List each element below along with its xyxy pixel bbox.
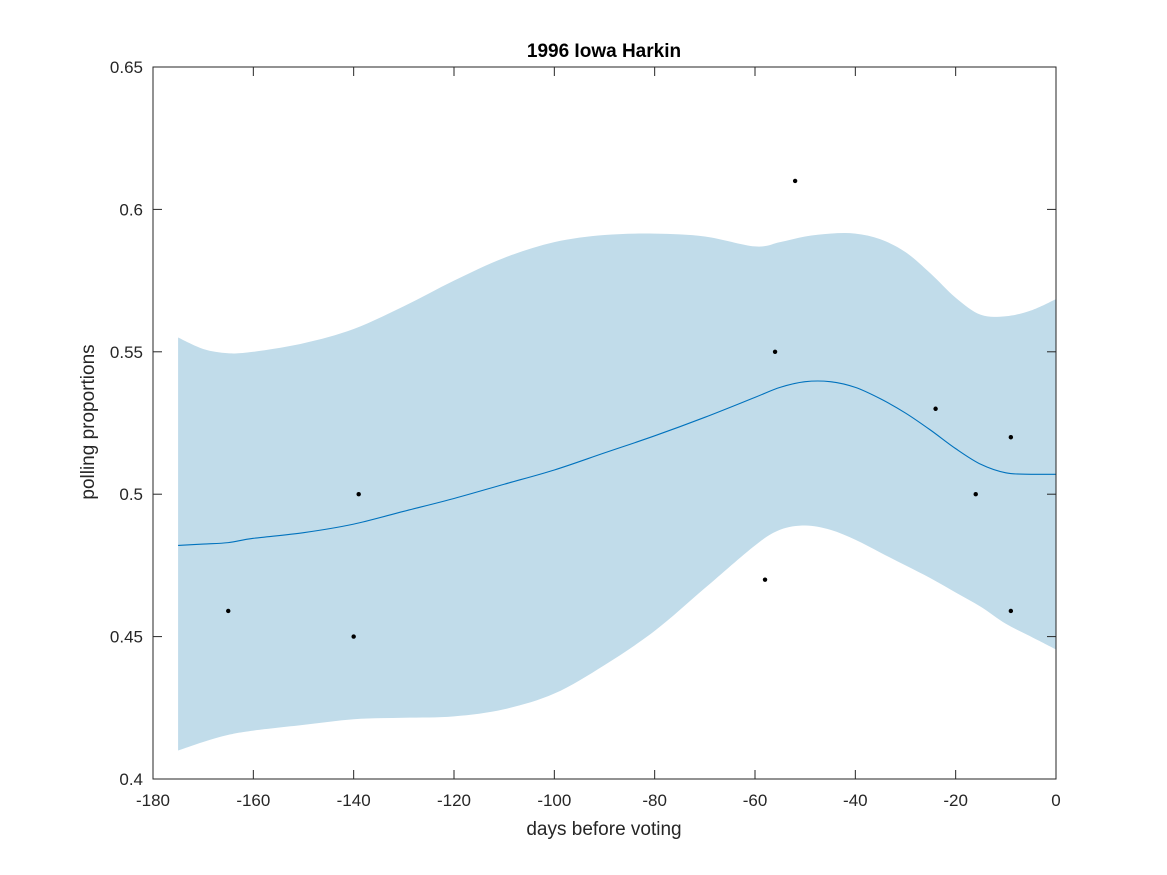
x-tick-label: -100: [537, 791, 571, 810]
x-tick-label: -160: [236, 791, 270, 810]
y-axis-label: polling proportions: [78, 344, 99, 499]
x-tick-label: -20: [943, 791, 968, 810]
trend-line: [178, 380, 1057, 547]
y-tick-label: 0.55: [110, 343, 143, 362]
data-point: [351, 634, 356, 639]
data-point: [1008, 608, 1014, 614]
x-tick-label: -80: [642, 791, 667, 810]
x-tick-label: 0: [1051, 791, 1060, 810]
trend-line-layer: [178, 380, 1057, 547]
y-tick-label: 0.6: [119, 200, 143, 219]
data-point: [1008, 435, 1014, 440]
data-point: [973, 492, 978, 497]
data-point: [933, 406, 938, 411]
y-tick-label: 0.65: [110, 58, 143, 77]
x-tick-label: -140: [337, 791, 371, 810]
data-point: [226, 608, 231, 614]
chart-title: 1996 Iowa Harkin: [527, 41, 681, 62]
data-point: [356, 492, 361, 497]
y-tick-label: 0.45: [110, 628, 143, 647]
data-point: [792, 178, 798, 184]
data-point: [772, 349, 778, 354]
y-tick-label: 0.5: [119, 485, 143, 504]
x-tick-label: -40: [843, 791, 868, 810]
x-axis-label: days before voting: [526, 819, 681, 840]
y-tick-label: 0.4: [119, 770, 143, 789]
x-tick-label: -120: [437, 791, 471, 810]
axes-box: [152, 66, 1057, 780]
data-points-layer: [226, 178, 1014, 639]
confidence-band: [178, 233, 1057, 751]
axis-ticks: -180 -160 -140 -120 -100 -80 -60 -40 -20 0 0.4 0.45…: [110, 58, 1061, 810]
x-tick-label: -60: [743, 791, 768, 810]
data-point: [762, 577, 768, 582]
confidence-band-layer: [178, 233, 1057, 751]
x-tick-label: -180: [136, 791, 170, 810]
